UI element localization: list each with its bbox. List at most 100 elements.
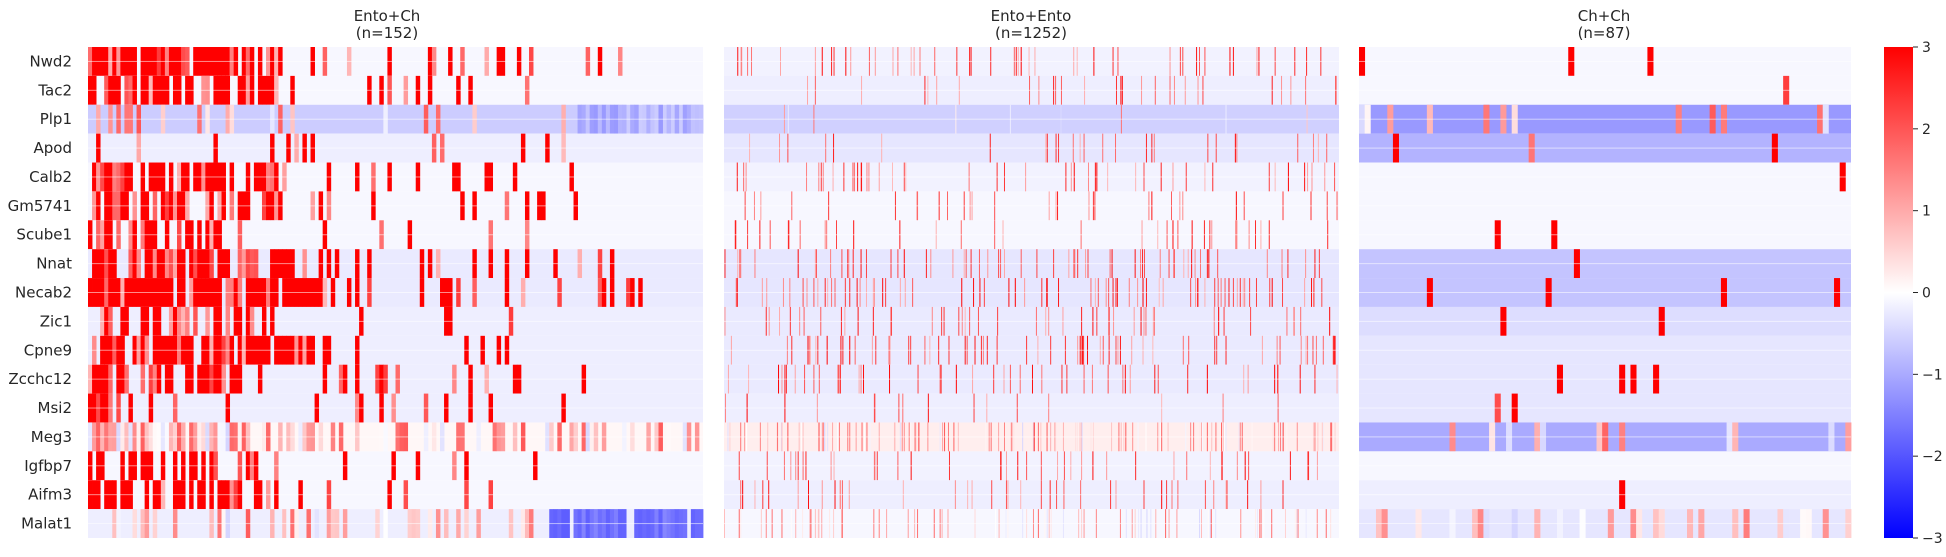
row-separator (724, 320, 1339, 322)
row-separator (88, 320, 703, 322)
heatmap-row-necab2 (724, 278, 1339, 307)
heatmap-row-msi2 (724, 393, 1339, 423)
row-separator (724, 292, 1339, 293)
heatmap-row-meg3 (724, 422, 1339, 452)
heatmap-row-calb2 (88, 162, 703, 192)
panel-n-2: (n=1252) (995, 24, 1067, 42)
row-separator (88, 349, 703, 351)
row-separator (88, 465, 703, 467)
row-separator (724, 89, 1339, 91)
heatmap-row-calb2 (724, 162, 1339, 192)
heatmap-row-malat1 (724, 509, 1339, 538)
row-separator (88, 118, 703, 120)
gene-label-plp1: Plp1 (40, 110, 72, 128)
row-separator (724, 234, 1339, 236)
row-separator (1359, 263, 1851, 265)
heatmap-row-scube1 (724, 220, 1339, 250)
heatmap-row-tac2 (88, 75, 703, 105)
heatmap-row-zcchc12 (1359, 364, 1851, 394)
row-separator (88, 176, 703, 178)
heatmap-row-msi2 (1359, 393, 1851, 423)
heatmap-row-necab2 (1359, 278, 1851, 307)
gene-label-nnat: Nnat (36, 255, 72, 273)
heatmap-row-igfbp7 (1359, 451, 1851, 481)
row-separator (88, 494, 703, 496)
row-separator (88, 292, 703, 293)
heatmap-panel-ch-ch (1359, 47, 1852, 538)
row-separator (724, 147, 1339, 149)
colorbar-tick-label: 3 (1922, 40, 1931, 56)
heatmap-row-scube1 (1359, 220, 1851, 250)
heatmap-row-nnat (724, 249, 1339, 279)
row-separator (1359, 60, 1851, 62)
row-separator (724, 494, 1339, 496)
heatmap-row-cpne9 (1359, 335, 1851, 365)
colorbar-ticks: 3 2 1 0 −1 −2 −3 (1913, 40, 1943, 547)
heatmap-row-gm5741 (1359, 191, 1851, 221)
row-separator (1359, 407, 1851, 409)
row-separator (1359, 523, 1851, 525)
panel-titles: Ento+Ch (n=152) Ento+Ento (n=1252) Ch+Ch… (354, 7, 1631, 42)
heatmap-row-zic1 (88, 306, 703, 336)
heatmap-row-nnat (88, 249, 703, 279)
heatmap-row-malat1 (88, 509, 704, 538)
row-separator (88, 378, 703, 380)
row-separator (724, 523, 1339, 525)
row-separator (1359, 118, 1851, 120)
row-separator (724, 60, 1339, 62)
heatmap-row-nnat (1359, 249, 1851, 279)
row-separator (1359, 147, 1851, 149)
heatmap-row-nwd2 (724, 47, 1339, 76)
colorbar: 3 2 1 0 −1 −2 −3 (1884, 40, 1943, 547)
row-separator (1359, 349, 1851, 351)
gene-label-aifm3: Aifm3 (28, 486, 72, 504)
panel-n-1: (n=152) (356, 24, 418, 42)
heatmap-panel-ento-ento (724, 47, 1339, 538)
panel-title-3: Ch+Ch (1578, 7, 1631, 25)
colorbar-tick-label: 0 (1922, 286, 1931, 302)
gene-label-apod: Apod (34, 139, 72, 157)
heatmap-row-apod (724, 133, 1339, 163)
gene-labels: Nwd2 Tac2 Plp1 Apod Calb2 Gm5741 Scube1 Nnat Nec… (8, 52, 73, 532)
gene-label-calb2: Calb2 (29, 168, 72, 186)
heatmap-row-aifm3 (88, 480, 703, 510)
heatmap-row-apod (88, 133, 703, 163)
row-separator (724, 407, 1339, 409)
panel-title-2: Ento+Ento (991, 7, 1072, 25)
row-separator (88, 205, 703, 207)
row-separator (1359, 465, 1851, 467)
gene-label-zcchc12: Zcchc12 (8, 370, 72, 388)
row-separator (724, 118, 1339, 120)
heatmap-row-malat1 (1359, 509, 1852, 538)
gene-label-msi2: Msi2 (38, 399, 72, 417)
heatmap-row-zcchc12 (724, 364, 1339, 394)
row-separator (1359, 378, 1851, 380)
row-separator (1359, 234, 1851, 236)
heatmap-row-gm5741 (724, 191, 1339, 221)
row-separator (88, 147, 703, 149)
heatmap-row-igfbp7 (724, 451, 1339, 481)
heatmap-row-aifm3 (1359, 480, 1851, 510)
gene-label-meg3: Meg3 (31, 428, 72, 446)
heatmap-row-calb2 (1359, 162, 1851, 192)
colorbar-tick-label: −2 (1922, 449, 1943, 465)
gene-label-scube1: Scube1 (16, 226, 72, 244)
heatmap-row-necab2 (88, 278, 703, 307)
heatmap-panel-ento-ch (88, 47, 704, 538)
colorbar-tick-label: −1 (1922, 367, 1943, 383)
row-separator (88, 234, 703, 236)
heatmap-row-zic1 (724, 306, 1339, 336)
panel-n-3: (n=87) (1578, 24, 1631, 42)
row-separator (88, 89, 703, 91)
gene-label-cpne9: Cpne9 (24, 341, 72, 359)
row-separator (1359, 494, 1851, 496)
gene-label-nwd2: Nwd2 (29, 52, 72, 70)
heatmap-row-plp1 (1359, 104, 1851, 134)
heatmap-row-msi2 (88, 393, 703, 423)
heatmap-row-meg3 (88, 422, 703, 452)
heatmap-row-tac2 (724, 75, 1339, 105)
heatmap-row-cpne9 (88, 335, 703, 365)
heatmap-row-scube1 (88, 220, 703, 250)
row-separator (724, 263, 1339, 265)
row-separator (724, 176, 1339, 178)
